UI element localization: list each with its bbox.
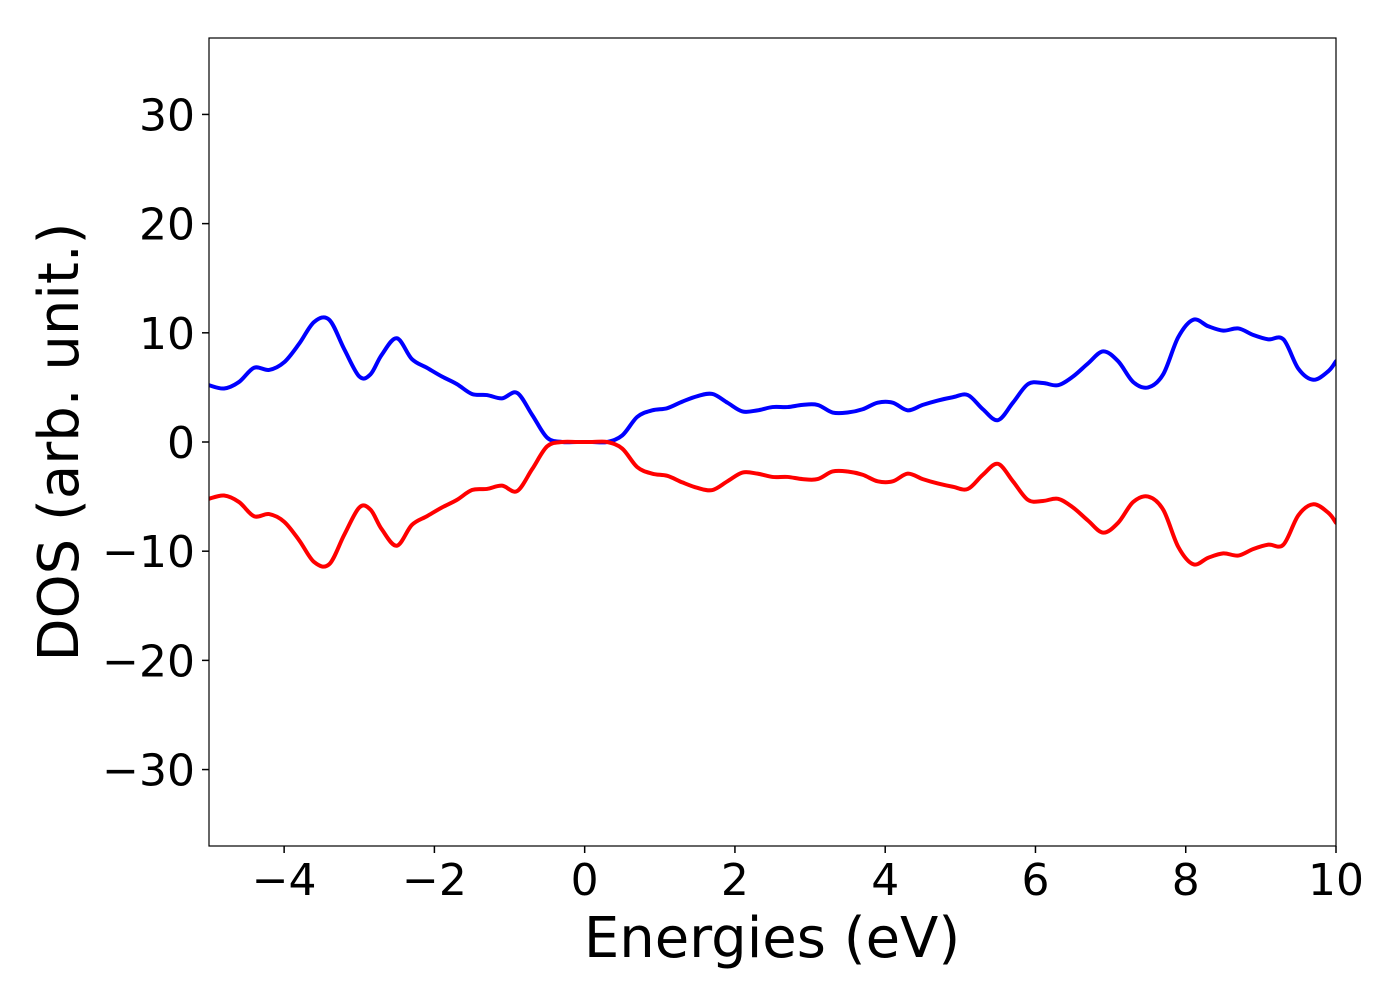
x-tick-label: −2	[402, 855, 467, 906]
x-tick-label: 4	[871, 855, 899, 906]
x-tick-label: 10	[1308, 855, 1364, 906]
series-line-1	[209, 315, 1336, 445]
y-tick-label: −20	[102, 636, 195, 687]
y-tick-label: 10	[139, 309, 195, 360]
x-tick-label: 0	[571, 855, 599, 906]
x-tick-label: 6	[1021, 855, 1049, 906]
y-tick-label: 30	[139, 90, 195, 141]
y-axis-title: DOS (arb. unit.)	[27, 222, 92, 661]
y-tick-label: −30	[102, 746, 195, 797]
y-tick-label: −10	[102, 527, 195, 578]
y-tick-label: 0	[167, 418, 195, 469]
y-tick-label: 20	[139, 200, 195, 251]
x-tick-label: −4	[252, 855, 317, 906]
x-axis-title: Energies (eV)	[584, 906, 960, 971]
series-layer	[209, 315, 1336, 569]
plot-area	[208, 37, 1337, 847]
series-line-2	[209, 439, 1336, 569]
plot-frame	[208, 37, 1337, 847]
x-tick-label: 8	[1172, 855, 1200, 906]
x-axis: −4 −2 0 2 4 6 8 10	[252, 846, 1364, 906]
y-axis: 30 20 10 0 −10 −20 −30	[102, 90, 209, 797]
x-tick-label: 2	[721, 855, 749, 906]
